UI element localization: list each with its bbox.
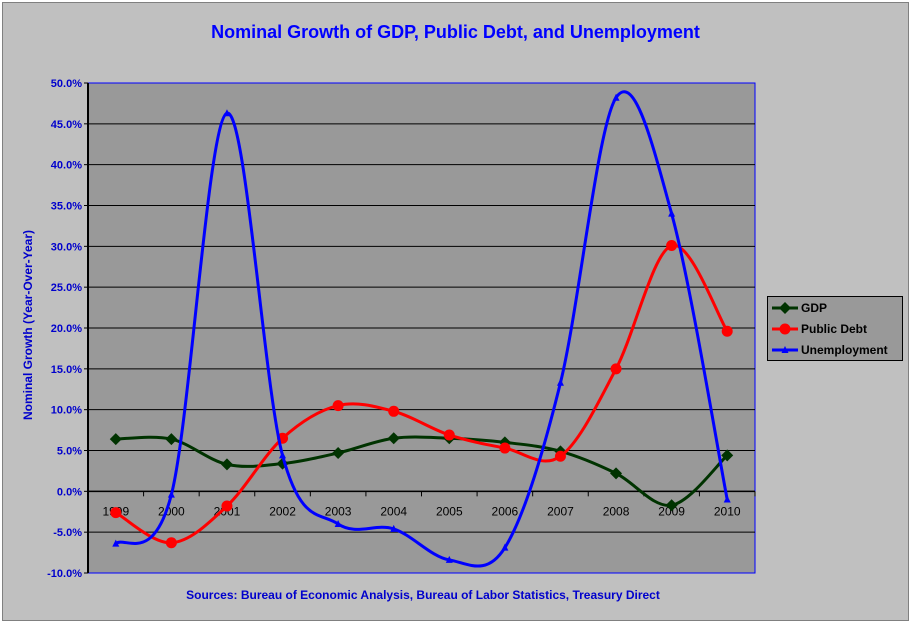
data-point-public-debt <box>499 442 511 454</box>
legend: GDP Public Debt Unemployment <box>767 296 903 361</box>
source-note: Sources: Bureau of Economic Analysis, Bu… <box>186 588 660 602</box>
y-tick-label: 0.0% <box>57 486 82 498</box>
y-tick-label: 40.0% <box>51 160 82 172</box>
data-point-public-debt <box>610 363 622 375</box>
data-point-gdp <box>387 432 400 445</box>
x-tick-label: 2008 <box>603 504 630 518</box>
data-point-public-debt <box>110 507 122 519</box>
y-tick-label: 5.0% <box>57 446 82 458</box>
data-point-public-debt <box>165 537 177 549</box>
data-point-unemployment <box>390 524 398 532</box>
data-point-unemployment <box>501 543 509 551</box>
data-point-public-debt <box>221 500 233 512</box>
y-tick-label: 10.0% <box>51 405 82 417</box>
legend-swatch-unemployment <box>772 346 798 353</box>
data-point-gdp <box>165 433 178 446</box>
chart-title: Nominal Growth of GDP, Public Debt, and … <box>211 22 700 42</box>
legend-swatch-public-debt <box>772 323 798 335</box>
data-point-gdp <box>721 449 734 462</box>
data-point-unemployment <box>445 555 453 563</box>
data-point-gdp <box>109 433 122 446</box>
legend-label: Unemployment <box>801 343 888 357</box>
x-tick-label: 2009 <box>658 504 685 518</box>
y-tick-label: 25.0% <box>51 282 82 294</box>
y-tick-label: -10.0% <box>47 568 82 580</box>
x-tick-label: 2004 <box>380 504 407 518</box>
data-point-public-debt <box>332 400 344 412</box>
y-tick-label: 30.0% <box>51 241 82 253</box>
x-tick-label: 2003 <box>325 504 352 518</box>
legend-item-public-debt: Public Debt <box>768 319 902 339</box>
data-point-unemployment <box>334 520 342 527</box>
data-point-gdp <box>332 446 345 459</box>
legend-label: GDP <box>801 301 828 315</box>
data-point-gdp <box>610 467 623 480</box>
x-tick-label: 2002 <box>269 504 296 518</box>
y-tick-label: 35.0% <box>51 201 82 213</box>
legend-marker <box>779 323 791 335</box>
legend-marker <box>781 346 789 353</box>
legend-marker <box>779 302 791 314</box>
x-tick-label: 2005 <box>436 504 463 518</box>
legend-label: Public Debt <box>801 322 868 336</box>
legend-item-unemployment: Unemployment <box>768 340 902 360</box>
data-point-unemployment <box>112 539 120 547</box>
data-point-public-debt <box>388 405 400 417</box>
data-point-unemployment <box>723 495 731 503</box>
series-line-unemployment <box>114 90 729 568</box>
data-point-unemployment <box>612 93 620 101</box>
legend-item-gdp: GDP <box>768 298 902 318</box>
data-point-public-debt <box>443 429 455 441</box>
data-point-unemployment <box>279 451 287 459</box>
x-tick-label: 2010 <box>714 504 741 518</box>
y-tick-label: 50.0% <box>51 78 82 90</box>
data-point-unemployment <box>556 378 564 386</box>
data-point-public-debt <box>666 240 678 252</box>
data-point-unemployment <box>223 109 231 117</box>
data-point-public-debt <box>554 450 566 462</box>
x-tick-label: 2006 <box>492 504 519 518</box>
data-point-unemployment <box>668 209 676 217</box>
legend-swatch-gdp <box>772 302 798 314</box>
y-tick-label: 45.0% <box>51 119 82 131</box>
y-tick-label: -5.0% <box>53 527 82 539</box>
data-point-gdp <box>220 458 233 471</box>
x-tick-label: 2000 <box>158 504 185 518</box>
data-point-public-debt <box>721 325 733 337</box>
y-tick-label: 15.0% <box>51 364 82 376</box>
x-tick-label: 2007 <box>547 504 574 518</box>
data-point-unemployment <box>167 490 175 498</box>
y-tick-label: 20.0% <box>51 323 82 335</box>
data-point-gdp <box>665 499 678 512</box>
